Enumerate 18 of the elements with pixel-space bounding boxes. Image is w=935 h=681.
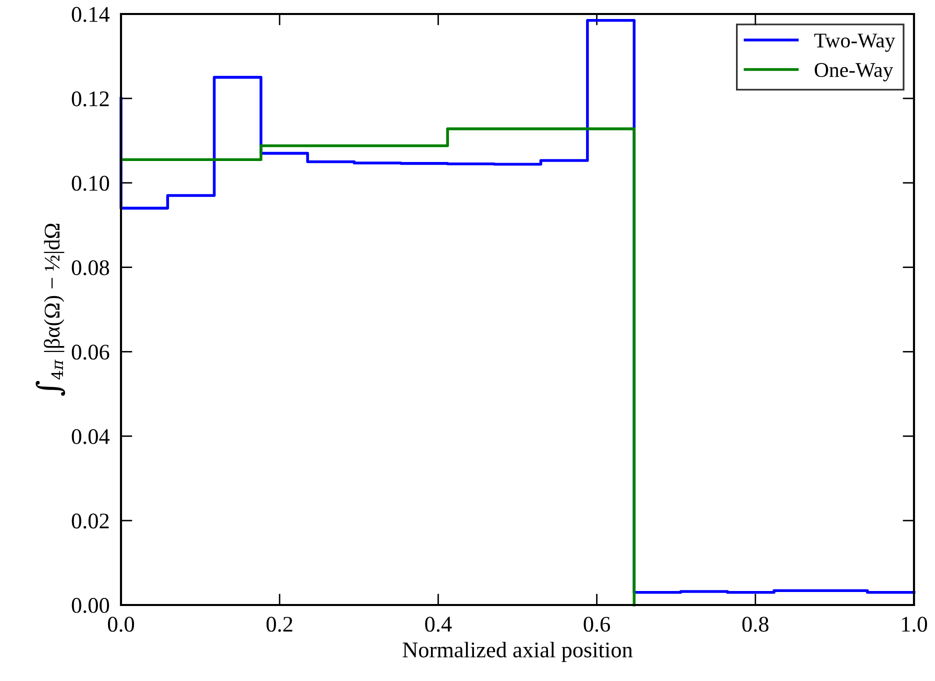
y-tick-label: 0.08 bbox=[72, 260, 110, 276]
y-tick-label: 0.10 bbox=[72, 176, 110, 191]
x-tick-label: 0.0 bbox=[108, 616, 134, 632]
y-tick-label: 0.04 bbox=[72, 429, 110, 444]
legend-label: One-Way bbox=[814, 63, 894, 82]
x-axis-title: Normalized axial position bbox=[402, 642, 633, 662]
x-tick-label: 0.4 bbox=[425, 616, 452, 632]
y-tick-label: 0.14 bbox=[72, 6, 110, 22]
x-tick-label: 0.6 bbox=[584, 616, 610, 632]
y-tick-label: 0.02 bbox=[72, 514, 109, 529]
y-tick-label: 0.06 bbox=[72, 344, 110, 360]
x-tick-label: 1.0 bbox=[902, 616, 928, 632]
y-axis-title: ∫$_{4π}$ |βα(Ω) − ½|dΩ bbox=[36, 224, 66, 396]
legend-label: Two-Way bbox=[814, 34, 896, 52]
x-tick-label: 0.8 bbox=[742, 616, 768, 632]
y-tick-label: 0.12 bbox=[72, 91, 109, 106]
x-tick-label: 0.2 bbox=[266, 616, 292, 632]
y-tick-label: 0.00 bbox=[72, 598, 110, 614]
